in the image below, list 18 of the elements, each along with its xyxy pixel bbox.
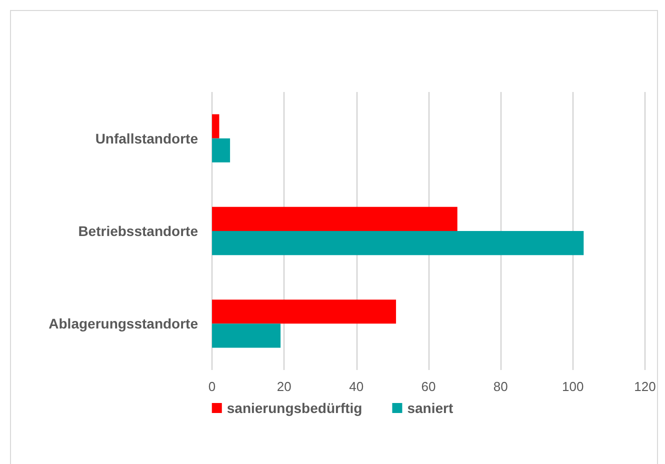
x-tick-label: 80 (493, 379, 508, 394)
y-tick-label: Ablagerungsstandorte (48, 316, 198, 332)
x-tick-label: 100 (562, 379, 584, 394)
y-tick-label: Unfallstandorte (95, 130, 198, 146)
bar (212, 206, 458, 231)
bar (212, 231, 584, 256)
x-tick-label: 20 (276, 379, 292, 394)
y-tick-label: Betriebsstandorte (78, 223, 198, 239)
x-tick-label: 40 (349, 379, 364, 394)
legend-label: sanierungsbedürftig (226, 400, 362, 416)
x-tick-label: 120 (634, 379, 656, 394)
bar (212, 300, 396, 324)
x-tick-label: 60 (421, 379, 436, 394)
bar (212, 138, 230, 162)
bar (212, 114, 220, 138)
x-tick-label: 0 (208, 379, 216, 394)
legend-label: saniert (407, 400, 454, 416)
bar (212, 324, 281, 348)
